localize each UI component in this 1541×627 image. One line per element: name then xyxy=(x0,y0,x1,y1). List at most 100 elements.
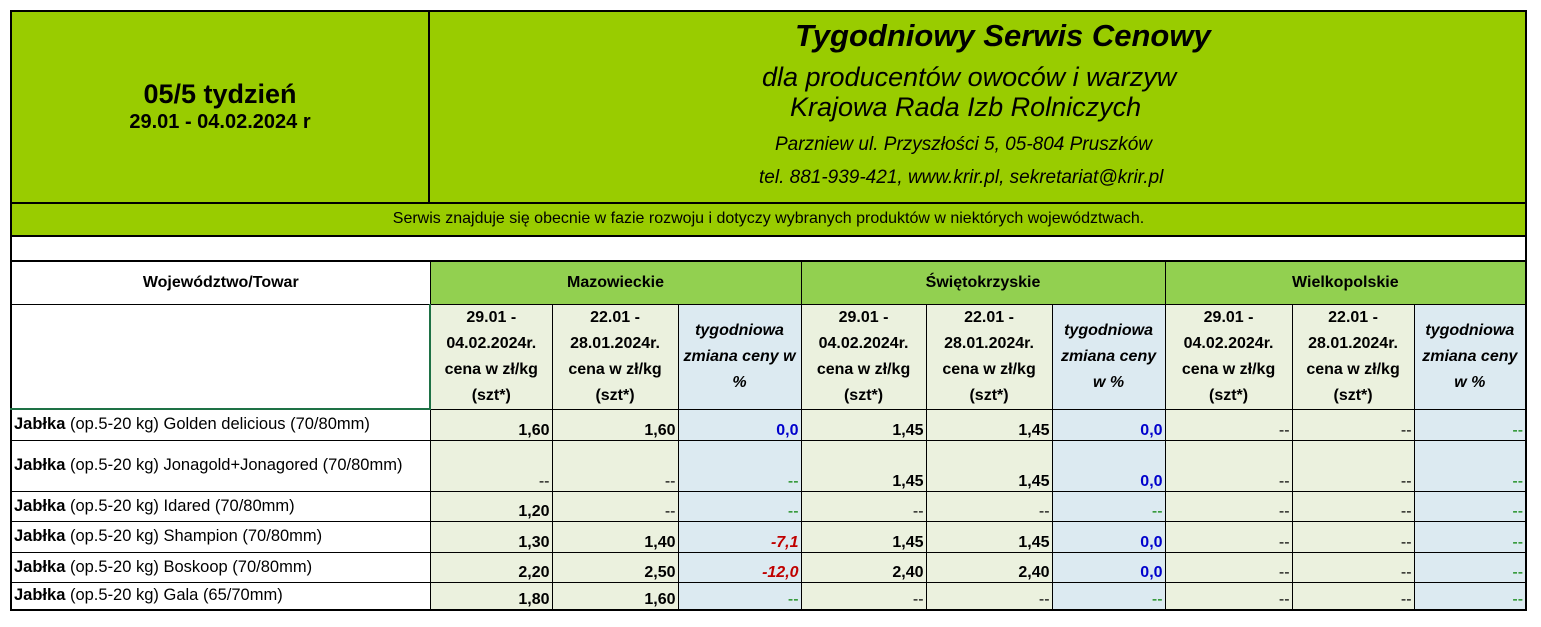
weekly-change-cell: -- xyxy=(677,490,802,522)
contact-line: tel. 881-939-421, www.krir.pl, sekretari… xyxy=(759,167,1164,188)
weekly-change-cell: -- xyxy=(677,581,802,611)
price-period-header: 22.01 - 28.01.2024r. cena w zł/kg (szt*) xyxy=(551,303,679,410)
weekly-change-cell: 0,0 xyxy=(1051,551,1166,583)
price-cell: -- xyxy=(1164,439,1293,492)
product-detail: (op.5-20 kg) Shampion (70/80mm) xyxy=(65,527,323,545)
weekly-change-header: tygodniowa zmiana ceny w % xyxy=(1051,303,1166,410)
product-label: Jabłka (op.5-20 kg) Gala (65/70mm) xyxy=(10,581,431,611)
price-period-header: 22.01 - 28.01.2024r. cena w zł/kg (szt*) xyxy=(1291,303,1415,410)
label-column-header: Województwo/Towar xyxy=(10,260,431,305)
weekly-change-cell: -12,0 xyxy=(677,551,802,583)
product-detail: (op.5-20 kg) Jonagold+Jonagored (70/80mm… xyxy=(65,456,403,474)
development-notice: Serwis znajduje się obecnie w fazie rozw… xyxy=(10,204,1527,237)
weekly-change-cell: -- xyxy=(1051,490,1166,522)
price-cell: -- xyxy=(1291,408,1415,441)
report-title: Tygodniowy Serwis Cenowy xyxy=(795,18,1211,53)
spacer-row xyxy=(10,237,1527,260)
price-cell: 1,45 xyxy=(800,520,927,553)
price-cell: -- xyxy=(1164,581,1293,611)
weekly-change-cell: -- xyxy=(1413,520,1528,553)
price-cell: -- xyxy=(1164,520,1293,553)
title-box: Tygodniowy Serwis Cenowy dla producentów… xyxy=(430,12,1525,202)
price-cell: -- xyxy=(1291,439,1415,492)
product-label: Jabłka (op.5-20 kg) Shampion (70/80mm) xyxy=(10,520,431,553)
price-sheet: 05/5 tydzień 29.01 - 04.02.2024 r Tygodn… xyxy=(10,10,1528,611)
product-type: Jabłka xyxy=(14,496,66,515)
price-cell: -- xyxy=(1164,408,1293,441)
weekly-change-cell: 0,0 xyxy=(677,408,802,441)
price-cell: 1,40 xyxy=(551,520,679,553)
price-period-header: 22.01 - 28.01.2024r. cena w zł/kg (szt*) xyxy=(925,303,1053,410)
price-cell: -- xyxy=(429,439,553,492)
weekly-change-cell: -- xyxy=(1413,581,1528,611)
price-cell: 1,45 xyxy=(800,408,927,441)
price-cell: 2,50 xyxy=(551,551,679,583)
product-type: Jabłka xyxy=(14,415,66,434)
weekly-change-header: tygodniowa zmiana ceny w % xyxy=(677,303,802,410)
weekly-change-cell: -- xyxy=(1051,581,1166,611)
price-cell: 1,45 xyxy=(800,439,927,492)
product-detail: (op.5-20 kg) Idared (70/80mm) xyxy=(65,496,295,515)
product-type: Jabłka xyxy=(14,557,66,576)
region-header-swietokrzyskie: Świętokrzyskie xyxy=(800,260,1166,305)
product-type: Jabłka xyxy=(14,527,66,545)
table-row: Jabłka (op.5-20 kg) Shampion (70/80mm) 1,… xyxy=(10,520,1528,553)
address-line: Parzniew ul. Przyszłości 5, 05-804 Prusz… xyxy=(775,134,1152,155)
price-cell: -- xyxy=(925,490,1053,522)
region-header-mazowieckie: Mazowieckie xyxy=(429,260,802,305)
price-cell: -- xyxy=(1291,490,1415,522)
weekly-change-cell: 0,0 xyxy=(1051,439,1166,492)
price-cell: 1,80 xyxy=(429,581,553,611)
price-cell: -- xyxy=(800,490,927,522)
product-type: Jabłka xyxy=(14,456,66,474)
price-cell: -- xyxy=(800,581,927,611)
price-cell: -- xyxy=(551,439,679,492)
price-table: Województwo/Towar Mazowieckie Świętokrzy… xyxy=(10,260,1528,611)
price-period-header: 29.01 - 04.02.2024r. cena w zł/kg (szt*) xyxy=(429,303,553,410)
product-detail: (op.5-20 kg) Gala (65/70mm) xyxy=(65,586,283,605)
price-cell: -- xyxy=(1291,551,1415,583)
price-cell: 1,60 xyxy=(551,408,679,441)
price-cell: 1,60 xyxy=(429,408,553,441)
organization-name: Krajowa Rada Izb Rolniczych xyxy=(790,92,1142,122)
price-cell: 1,45 xyxy=(925,520,1053,553)
price-cell: -- xyxy=(1164,490,1293,522)
price-cell: 2,20 xyxy=(429,551,553,583)
table-row: Jabłka (op.5-20 kg) Jonagold+Jonagored (… xyxy=(10,439,1528,492)
weekly-change-cell: -- xyxy=(1413,551,1528,583)
product-label: Jabłka (op.5-20 kg) Jonagold+Jonagored (… xyxy=(10,439,431,492)
product-detail: (op.5-20 kg) Golden delicious (70/80mm) xyxy=(65,415,370,434)
product-label: Jabłka (op.5-20 kg) Idared (70/80mm) xyxy=(10,490,431,522)
weekly-change-cell: -- xyxy=(677,439,802,492)
week-box: 05/5 tydzień 29.01 - 04.02.2024 r xyxy=(12,12,430,202)
weekly-change-cell: -7,1 xyxy=(677,520,802,553)
price-cell: -- xyxy=(1291,581,1415,611)
weekly-change-cell: -- xyxy=(1413,490,1528,522)
price-cell: -- xyxy=(551,490,679,522)
product-type: Jabłka xyxy=(14,586,66,605)
price-cell: -- xyxy=(1291,520,1415,553)
price-cell: -- xyxy=(925,581,1053,611)
region-header-wielkopolskie: Wielkopolskie xyxy=(1164,260,1528,305)
price-period-header: 29.01 - 04.02.2024r. cena w zł/kg (szt*) xyxy=(1164,303,1293,410)
week-dates: 29.01 - 04.02.2024 r xyxy=(129,111,311,133)
blank-label-cell xyxy=(10,303,431,410)
week-number: 05/5 tydzień xyxy=(143,79,297,109)
report-header: 05/5 tydzień 29.01 - 04.02.2024 r Tygodn… xyxy=(10,10,1527,204)
weekly-change-header: tygodniowa zmiana ceny w % xyxy=(1413,303,1528,410)
price-cell: 1,20 xyxy=(429,490,553,522)
price-period-header: 29.01 - 04.02.2024r. cena w zł/kg (szt*) xyxy=(800,303,927,410)
weekly-change-cell: 0,0 xyxy=(1051,408,1166,441)
product-label: Jabłka (op.5-20 kg) Golden delicious (70… xyxy=(10,408,431,441)
price-cell: 2,40 xyxy=(800,551,927,583)
product-detail: (op.5-20 kg) Boskoop (70/80mm) xyxy=(65,557,313,576)
weekly-change-cell: -- xyxy=(1413,408,1528,441)
price-cell: 1,45 xyxy=(925,408,1053,441)
price-cell: -- xyxy=(1164,551,1293,583)
price-cell: 1,30 xyxy=(429,520,553,553)
price-cell: 1,60 xyxy=(551,581,679,611)
weekly-change-cell: 0,0 xyxy=(1051,520,1166,553)
table-row: Jabłka (op.5-20 kg) Idared (70/80mm) 1,20… xyxy=(10,490,1528,522)
weekly-change-cell: -- xyxy=(1413,439,1528,492)
price-cell: 2,40 xyxy=(925,551,1053,583)
